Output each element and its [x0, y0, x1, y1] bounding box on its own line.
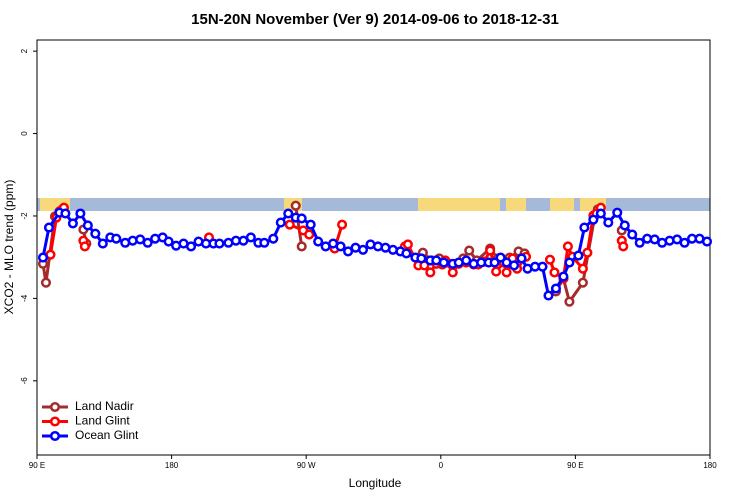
data-point	[335, 241, 346, 252]
y-tick-label: -6	[20, 377, 29, 385]
data-point	[416, 253, 427, 264]
legend-marker	[49, 416, 61, 427]
x-axis-label: Longitude	[349, 476, 402, 490]
data-point	[679, 237, 690, 248]
data-point	[577, 277, 588, 288]
data-point	[284, 219, 295, 230]
data-point	[37, 252, 49, 263]
x-tick-label: 90 E	[29, 461, 45, 470]
data-point	[537, 261, 548, 272]
data-point	[40, 277, 52, 288]
land-map-strip	[37, 198, 710, 211]
data-point	[304, 229, 315, 240]
data-point	[337, 219, 348, 230]
data-point	[275, 217, 286, 228]
data-point	[447, 267, 458, 278]
data-point	[79, 241, 90, 252]
data-point	[603, 217, 614, 228]
y-axis-label: XCO2 - MLO trend (ppm)	[2, 180, 16, 315]
data-point	[401, 248, 412, 259]
data-point	[283, 208, 294, 219]
data-point	[485, 245, 496, 256]
data-point	[516, 253, 527, 264]
y-tick-label: 2	[20, 48, 29, 53]
data-point	[543, 290, 554, 301]
data-point	[438, 257, 449, 268]
series-line	[43, 206, 622, 302]
data-point	[185, 241, 197, 252]
data-point	[111, 233, 122, 244]
data-point	[43, 222, 55, 233]
data-point	[588, 214, 599, 225]
data-point	[562, 241, 573, 252]
data-point	[564, 296, 575, 307]
data-point	[245, 232, 256, 243]
data-point	[402, 239, 413, 250]
y-tick-label: 0	[20, 131, 29, 136]
legend-label: Ocean Glint	[75, 428, 139, 442]
data-point	[357, 244, 369, 255]
data-point	[495, 252, 506, 263]
data-point	[618, 241, 629, 252]
data-point	[313, 236, 324, 247]
data-point	[305, 219, 316, 230]
data-point	[509, 260, 520, 271]
data-point	[425, 267, 436, 278]
data-point	[268, 233, 279, 244]
legend-label: Land Nadir	[75, 399, 134, 413]
x-tick-label: 90 E	[567, 461, 583, 470]
data-point	[75, 208, 86, 219]
chart-title: 15N-20N November (Ver 9) 2014-09-06 to 2…	[191, 11, 559, 28]
data-point	[558, 271, 569, 282]
data-point	[544, 254, 556, 265]
data-point	[82, 220, 93, 231]
data-point	[595, 208, 606, 219]
data-point	[701, 236, 713, 247]
data-point	[489, 257, 500, 268]
x-tick-label: 90 W	[297, 461, 316, 470]
data-point	[60, 208, 71, 219]
data-point	[343, 246, 354, 257]
data-point	[564, 257, 575, 268]
data-point	[491, 266, 502, 277]
data-point	[214, 238, 225, 249]
data-point	[612, 207, 623, 218]
x-tick-label: 180	[703, 461, 717, 470]
data-point	[90, 228, 101, 239]
data-point	[163, 236, 174, 247]
x-tick-label: 0	[439, 461, 444, 470]
data-point	[582, 247, 593, 258]
data-point	[550, 283, 562, 294]
data-point	[549, 267, 560, 278]
data-point	[142, 237, 153, 248]
data-point	[501, 267, 512, 278]
legend-label: Land Glint	[75, 414, 130, 428]
data-point	[259, 237, 270, 248]
legend-marker	[49, 430, 61, 442]
data-point	[97, 238, 108, 249]
data-point	[634, 237, 645, 248]
data-point	[464, 245, 475, 256]
x-tick-label: 180	[165, 461, 179, 470]
data-point	[579, 222, 590, 233]
data-point	[627, 229, 638, 240]
data-point	[577, 263, 588, 274]
data-point	[619, 220, 630, 231]
legend-marker	[49, 401, 61, 413]
data-point	[296, 241, 307, 252]
plot-frame	[36, 39, 711, 456]
y-tick-label: -2	[20, 212, 29, 220]
y-tick-label: -4	[20, 294, 29, 302]
data-point	[573, 250, 584, 261]
data-point	[290, 200, 301, 211]
data-point	[67, 218, 78, 229]
data-point	[296, 213, 307, 224]
